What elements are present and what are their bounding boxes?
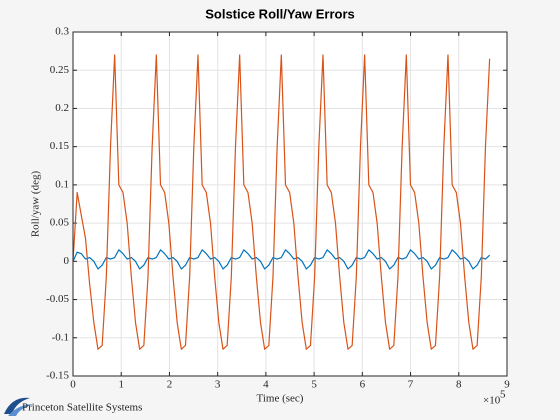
logo-swoosh: [8, 404, 34, 416]
x-tick-label: 8: [456, 379, 462, 391]
x-exponent: 5: [500, 389, 506, 401]
x-axis-label: Time (sec): [257, 393, 304, 405]
x-tick-label: 2: [167, 379, 173, 391]
x-tick-label: 4: [263, 379, 269, 391]
y-tick-label: 0.3: [55, 26, 69, 38]
x-tick-label: 6: [360, 379, 366, 391]
x-tick-label: 3: [215, 379, 221, 391]
logo: [4, 397, 34, 416]
y-tick-label: -0.1: [52, 331, 69, 343]
y-tick-label: 0.25: [50, 64, 70, 76]
x-tick-label: 7: [408, 379, 414, 391]
y-tick-label: 0.2: [55, 102, 69, 114]
y-tick-label: -0.05: [46, 293, 69, 305]
series-line: [72, 249, 491, 270]
x-tick-label: 5: [311, 379, 317, 391]
y-axis-label: Roll/yaw (deg): [30, 171, 42, 238]
y-tick-label: 0.15: [50, 140, 70, 152]
y-tick-label: 0.1: [55, 178, 69, 190]
y-tick-label: 0: [64, 255, 70, 267]
x-exponent-base: ×10: [483, 395, 501, 407]
x-tick-label: 1: [118, 379, 124, 391]
y-tick-label: 0.05: [50, 217, 70, 229]
axes-box: [72, 31, 508, 377]
y-tick-label: -0.15: [46, 370, 69, 382]
chart-title: Solstice Roll/Yaw Errors: [205, 6, 355, 21]
x-tick-label: 9: [504, 379, 510, 391]
footer-text: Princeton Satellite Systems: [22, 402, 142, 414]
x-tick-label: 0: [70, 379, 76, 391]
logo-swoosh: [4, 397, 30, 414]
series-line: [72, 54, 491, 350]
